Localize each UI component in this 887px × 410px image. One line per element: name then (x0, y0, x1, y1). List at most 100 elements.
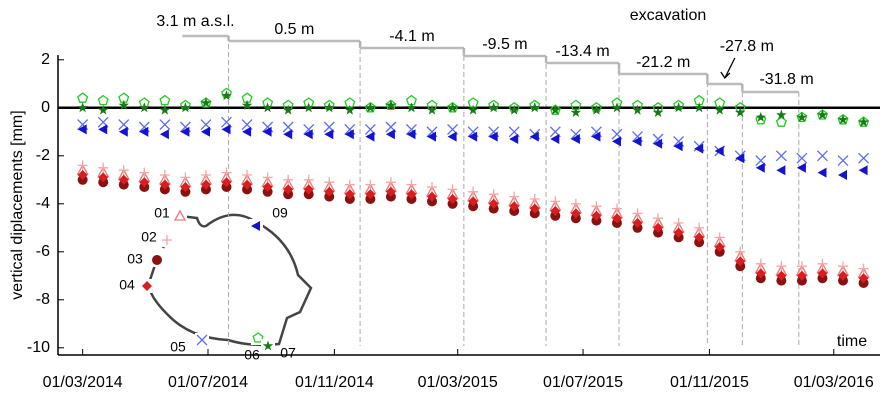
data-point (509, 201, 520, 212)
data-point (549, 104, 561, 115)
data-point (426, 104, 438, 115)
data-point (98, 162, 109, 173)
data-point (201, 126, 210, 137)
data-point (385, 186, 396, 197)
data-point (673, 227, 684, 238)
data-point (591, 131, 601, 142)
data-point (796, 152, 808, 164)
data-point (139, 126, 149, 137)
data-point (714, 104, 725, 115)
data-point (364, 101, 376, 113)
data-point (98, 172, 109, 183)
data-point (98, 104, 109, 115)
x-tick-label: 01/03/2014 (43, 374, 123, 391)
data-point (406, 129, 416, 140)
data-point (612, 136, 621, 147)
data-point (509, 134, 519, 144)
data-point (159, 129, 169, 140)
data-point (427, 191, 437, 202)
data-point (775, 150, 787, 162)
data-point (77, 102, 88, 113)
data-point (591, 210, 602, 221)
data-point (488, 131, 498, 142)
data-point (365, 102, 376, 113)
data-point (385, 177, 396, 188)
data-point (447, 101, 459, 113)
data-point (324, 102, 335, 113)
data-point (694, 222, 705, 233)
data-point (283, 184, 294, 195)
data-point (242, 126, 252, 137)
data-point (221, 90, 232, 101)
data-point (159, 170, 170, 180)
x-axis-label: time (837, 333, 867, 350)
data-point (858, 116, 869, 127)
data-point (221, 177, 232, 188)
data-point (303, 174, 314, 185)
data-point (611, 102, 623, 113)
data-point (755, 113, 767, 125)
data-point (77, 92, 89, 103)
data-point (611, 203, 622, 214)
data-point (817, 109, 828, 120)
data-point (570, 198, 581, 209)
stage-label: -13.4 m (555, 43, 609, 60)
data-point (776, 261, 787, 272)
data-point (365, 131, 375, 142)
y-axis-label: vertical diplacements [mm] (9, 110, 26, 299)
data-point (303, 102, 314, 113)
data-point (673, 218, 684, 228)
y-tick-label: -10 (27, 339, 50, 356)
data-point (858, 116, 870, 127)
data-point (139, 167, 150, 178)
data-point (653, 222, 664, 233)
data-point (180, 172, 191, 183)
data-point (837, 114, 849, 125)
data-point (591, 201, 602, 212)
data-point (776, 270, 787, 281)
legend-marker (152, 255, 162, 265)
data-point (858, 263, 869, 274)
data-point (221, 124, 231, 135)
data-point (694, 143, 704, 154)
data-point (817, 268, 828, 279)
x-tick-label: 01/07/2014 (168, 374, 248, 391)
data-point (796, 111, 808, 122)
data-point (385, 99, 397, 110)
data-point (344, 179, 355, 190)
data-point (118, 174, 129, 185)
stage-label: -31.8 m (759, 71, 813, 88)
legend-marker (142, 281, 152, 291)
data-point (180, 182, 191, 192)
data-point (201, 179, 211, 190)
legend-label: 05 (170, 339, 186, 355)
data-point (468, 131, 478, 142)
data-point (262, 182, 273, 192)
data-point (447, 102, 458, 113)
data-point (550, 104, 561, 115)
data-point (776, 165, 786, 176)
stage-label: -4.1 m (389, 28, 434, 45)
x-tick-label: 01/03/2016 (794, 374, 874, 391)
data-point (97, 94, 109, 106)
data-point (118, 99, 129, 110)
legend-label: 07 (280, 345, 296, 361)
data-point (406, 102, 417, 113)
data-point (755, 111, 766, 122)
data-point (200, 97, 212, 108)
data-point (509, 191, 520, 202)
data-point (468, 196, 479, 207)
legend-label: 06 (244, 347, 260, 363)
data-point (118, 165, 129, 176)
data-point (242, 170, 253, 180)
data-point (406, 179, 417, 190)
data-point (838, 270, 848, 281)
data-point (714, 146, 724, 156)
data-point (570, 134, 580, 144)
data-point (673, 102, 684, 113)
data-point (529, 102, 540, 113)
data-point (591, 104, 602, 115)
data-point (467, 104, 479, 115)
data-point (632, 218, 643, 228)
data-point (77, 124, 87, 135)
